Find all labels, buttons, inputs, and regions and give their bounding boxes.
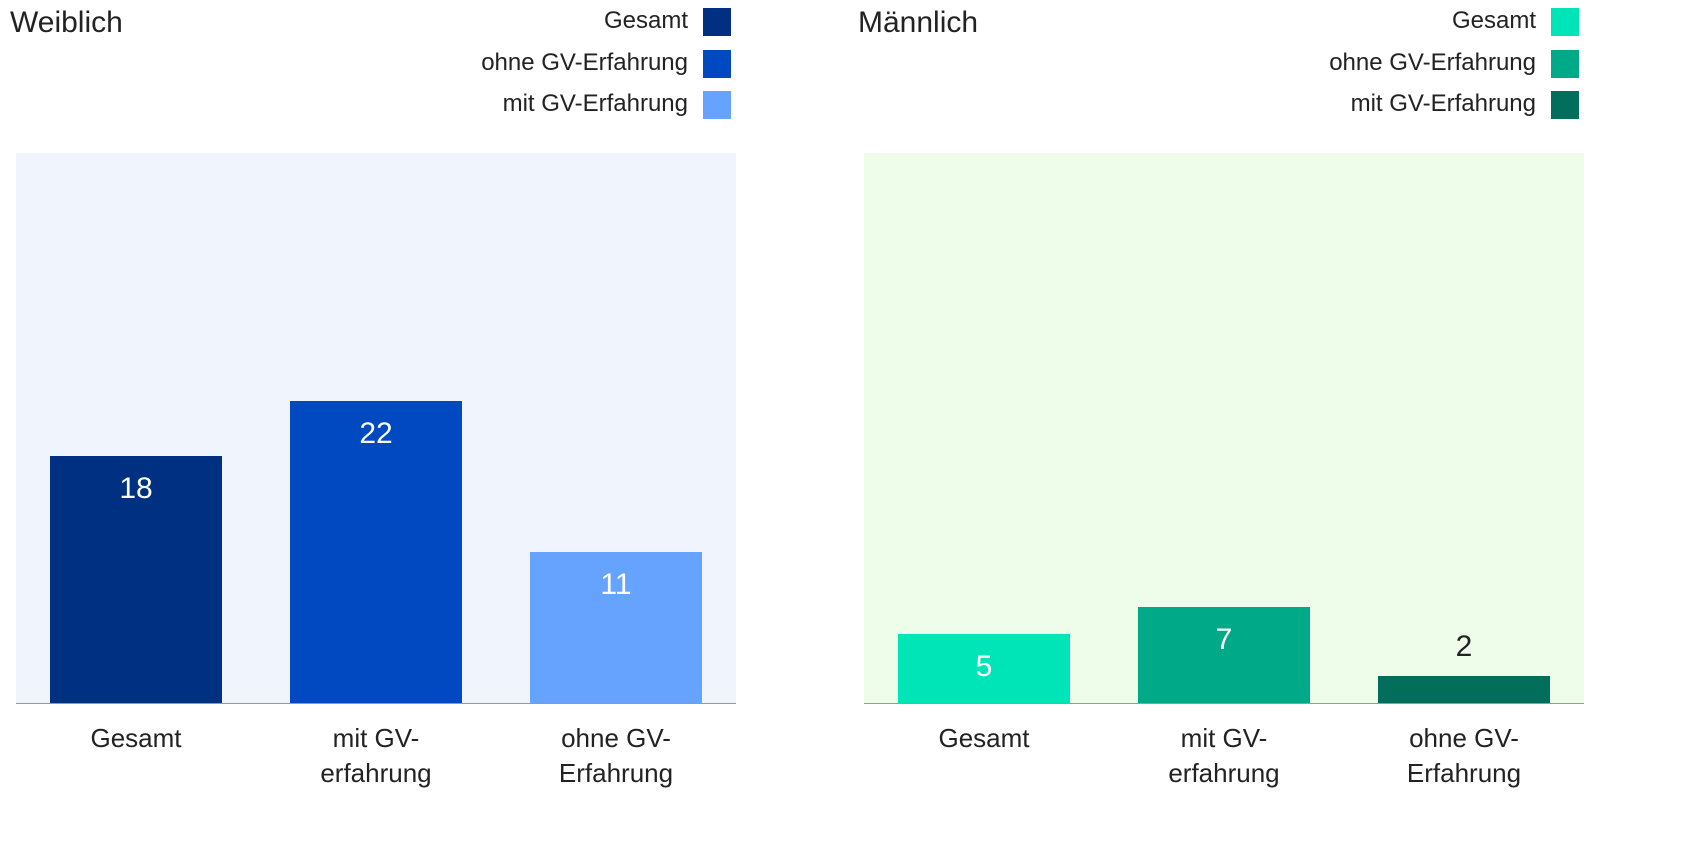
legend-label: ohne GV-Erfahrung xyxy=(481,48,688,76)
value-label: 18 xyxy=(119,471,153,505)
bar xyxy=(1138,606,1310,703)
legend-swatch xyxy=(703,91,731,119)
legend-swatch xyxy=(703,49,731,78)
category-label: Gesamt xyxy=(90,723,182,753)
category-label: mit GV-erfahrung xyxy=(1168,723,1280,788)
legend-label: Gesamt xyxy=(603,7,688,34)
legend-label: Gesamt xyxy=(1451,7,1536,34)
legend-label: ohne GV-Erfahrung xyxy=(1329,48,1536,76)
chart-title: Weiblich xyxy=(10,6,123,39)
bar xyxy=(1378,675,1550,703)
category-label: ohne GV-Erfahrung xyxy=(1406,723,1522,788)
value-label: 2 xyxy=(1455,629,1473,663)
x-axis xyxy=(864,703,1584,704)
legend-swatch xyxy=(1551,8,1579,36)
legend-swatch xyxy=(1551,49,1579,78)
value-label: 5 xyxy=(975,650,993,684)
chart-title: Männlich xyxy=(858,6,979,39)
bar xyxy=(290,400,462,703)
legend-swatch xyxy=(703,8,731,36)
category-label: mit GV-erfahrung xyxy=(320,723,432,788)
bar xyxy=(530,551,702,703)
legend-swatch xyxy=(1551,91,1579,119)
bar xyxy=(50,455,222,703)
value-label: 11 xyxy=(600,567,632,601)
category-label: ohne GV-Erfahrung xyxy=(558,723,674,788)
bar xyxy=(898,634,1070,703)
x-axis xyxy=(16,703,736,704)
category-label: Gesamt xyxy=(938,723,1030,753)
value-label: 7 xyxy=(1215,622,1233,656)
value-label: 22 xyxy=(359,416,393,450)
legend-label: mit GV-Erfahrung xyxy=(502,90,688,117)
legend-label: mit GV-Erfahrung xyxy=(1350,90,1536,117)
